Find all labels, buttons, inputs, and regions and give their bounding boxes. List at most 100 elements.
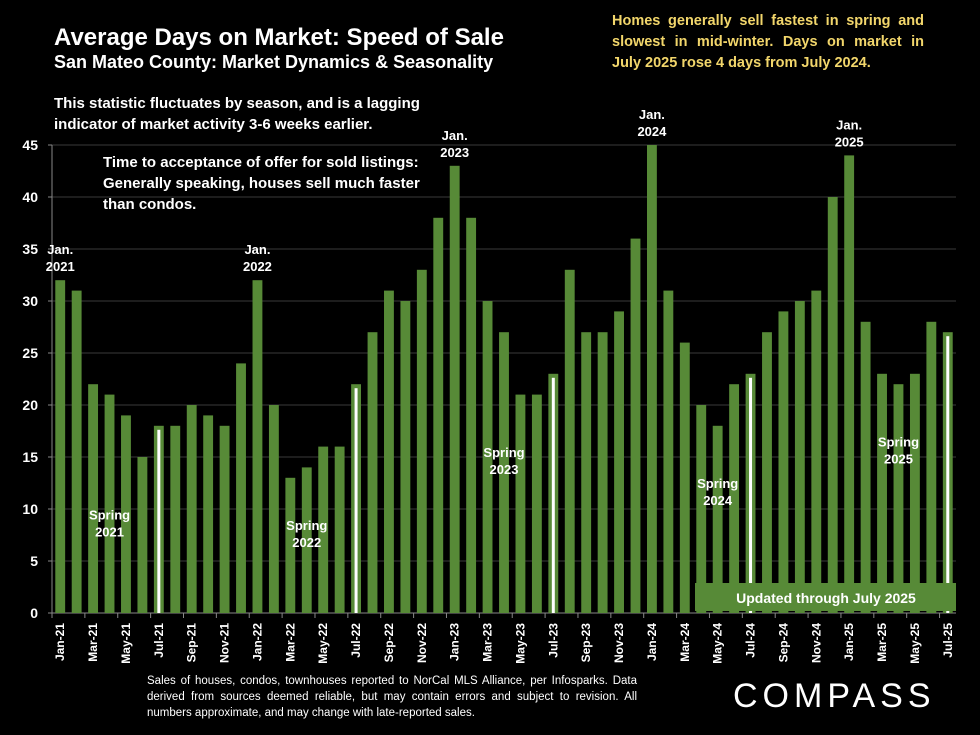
- bar: [433, 217, 444, 614]
- bar: [285, 477, 296, 613]
- x-tick-label: Jul-23: [546, 623, 560, 658]
- bar: [186, 405, 197, 613]
- x-tick-label: May-24: [711, 623, 725, 664]
- callout-text: Homes generally sell fastest in spring a…: [612, 13, 924, 71]
- x-tick-label: Jan-21: [53, 623, 67, 661]
- annotation-label: Jan. 2021: [46, 242, 75, 274]
- bars: [55, 145, 953, 614]
- x-tick-label: Jan-24: [645, 623, 659, 661]
- x-tick-label: Nov-21: [218, 623, 232, 663]
- y-tick-label: 0: [30, 605, 38, 621]
- x-tick-label: Sep-21: [185, 623, 199, 663]
- bar: [384, 290, 394, 613]
- bar: [663, 290, 674, 613]
- x-tick-label: Nov-23: [612, 623, 626, 663]
- bar: [844, 155, 855, 613]
- bar: [597, 332, 608, 613]
- bar: [252, 280, 263, 613]
- chart-subtitle: San Mateo County: Market Dynamics & Seas…: [54, 52, 494, 72]
- bar: [203, 415, 214, 613]
- definition-note: Time to acceptance of offer for sold lis…: [103, 154, 420, 213]
- bar: [778, 311, 789, 613]
- x-tick-label: Nov-22: [415, 623, 429, 663]
- y-tick-label: 30: [22, 293, 38, 309]
- july-marker: [946, 336, 950, 613]
- x-tick-label: Sep-22: [382, 623, 396, 663]
- y-tick-label: 15: [22, 449, 38, 465]
- bar: [301, 467, 312, 613]
- updated-banner-bg: [695, 583, 956, 611]
- bar: [367, 332, 378, 613]
- x-tick-label: Sep-24: [776, 623, 790, 663]
- bar: [71, 290, 82, 613]
- annotation-label: Spring 2022: [286, 518, 327, 550]
- july-marker: [749, 377, 753, 613]
- x-tick-label: May-25: [908, 623, 922, 664]
- bar: [104, 394, 115, 613]
- bar: [334, 446, 345, 613]
- annotation-label: Jan. 2024: [637, 107, 667, 139]
- x-tick-label: Jul-25: [941, 623, 955, 658]
- y-tick-label: 20: [22, 397, 38, 413]
- bar: [794, 301, 805, 613]
- lagging-note: This statistic fluctuates by season, and…: [54, 95, 420, 133]
- x-tick-label: Mar-25: [875, 623, 889, 662]
- bar: [219, 425, 230, 613]
- x-tick-label: Jul-21: [152, 623, 166, 658]
- x-tick-label: Jul-22: [349, 623, 363, 658]
- chart-title: Average Days on Market: Speed of Sale: [54, 24, 504, 51]
- bar: [811, 290, 822, 613]
- updated-banner: Updated through July 2025: [695, 583, 956, 611]
- y-tick-label: 35: [22, 241, 38, 257]
- bar: [531, 394, 542, 613]
- y-tick-label: 25: [22, 345, 38, 361]
- bar: [614, 311, 624, 613]
- bar: [449, 165, 460, 614]
- bar: [515, 394, 526, 613]
- bar: [564, 269, 575, 613]
- x-tick-label: Jan-23: [448, 623, 462, 661]
- x-tick-label: Jan-25: [842, 623, 856, 661]
- y-tick-label: 10: [22, 501, 38, 517]
- y-tick-label: 5: [30, 553, 38, 569]
- bar: [893, 384, 904, 613]
- bar: [416, 269, 427, 613]
- annotations: Jan. 2021 Jan. 2022 Jan. 2023 Jan. 2024 Jan. 2025…: [46, 107, 919, 550]
- bar: [236, 363, 246, 613]
- july-marker: [354, 388, 358, 613]
- july-marker: [551, 377, 555, 613]
- bar: [762, 332, 772, 613]
- bar: [466, 217, 477, 614]
- bar: [88, 384, 99, 613]
- x-tick-label: Mar-23: [481, 623, 495, 662]
- annotation-label: Spring 2025: [878, 435, 919, 467]
- x-tick-label: Nov-24: [809, 623, 823, 663]
- bar: [926, 321, 937, 613]
- bar: [499, 332, 509, 613]
- bar: [630, 238, 641, 613]
- x-tick-label: May-22: [316, 623, 330, 664]
- bar: [268, 405, 279, 613]
- y-tick-label: 45: [22, 137, 38, 153]
- bar: [646, 145, 657, 613]
- x-tick-label: May-21: [119, 623, 133, 664]
- y-tick-label: 40: [22, 189, 38, 205]
- july-marker: [157, 429, 161, 613]
- annotation-label: Spring 2024: [697, 476, 738, 508]
- bar: [400, 301, 411, 613]
- bar: [137, 457, 148, 613]
- bar: [877, 373, 887, 613]
- annotation-label: Spring 2021: [89, 507, 130, 539]
- bar: [55, 280, 66, 613]
- annotation-label: Spring 2023: [483, 445, 524, 477]
- bar: [318, 446, 329, 613]
- x-tick-label: May-23: [513, 623, 527, 664]
- annotation-label: Jan. 2022: [243, 242, 272, 274]
- footer-disclaimer: Sales of houses, condos, townhouses repo…: [147, 675, 637, 719]
- bar: [827, 197, 838, 613]
- bar: [696, 405, 707, 613]
- x-tick-label: Mar-21: [86, 623, 100, 662]
- bar: [712, 425, 723, 613]
- bar: [860, 321, 871, 613]
